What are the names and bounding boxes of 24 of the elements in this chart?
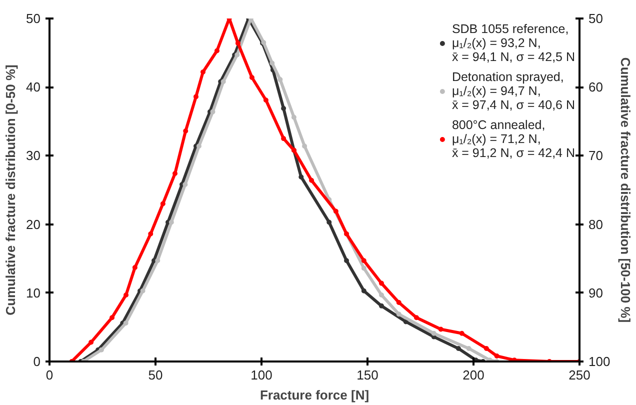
legend-label: Detonation sprayed, μ₁/₂(x) = 94,7 N, x̄ = 97,4 N, σ = 40,6 N xyxy=(452,70,575,112)
y2-tick-label: 80 xyxy=(588,216,603,232)
y2-tick-label: 100 xyxy=(588,354,610,369)
x-tick-label: 100 xyxy=(250,368,272,382)
y-tick-label: 10 xyxy=(26,285,41,300)
y-tick-label: 20 xyxy=(26,216,41,232)
y-tick-label: 50 xyxy=(26,11,41,26)
y2-tick-label: 50 xyxy=(588,11,603,26)
y2-tick-label: 60 xyxy=(588,80,603,95)
y2-tick-label: 90 xyxy=(588,285,603,300)
x-tick-label: 200 xyxy=(462,368,484,382)
y2-axis-title: Cumulative fracture distribution [50-100 %] xyxy=(618,57,634,323)
y2-tick-label: 70 xyxy=(588,148,603,164)
x-tick-label: 150 xyxy=(356,368,378,382)
x-tick-label: 250 xyxy=(568,368,590,382)
y-axis-title: Cumulative fracture distribution [0-50 %] xyxy=(3,64,18,316)
legend-label: SDB 1055 reference, μ₁/₂(x) = 93,2 N, x̄ = 94,1 N, σ = 42,5 N xyxy=(452,22,575,64)
x-tick-label: 0 xyxy=(46,368,54,382)
legend-label: 800°C annealed, μ₁/₂(x) = 71,2 N, x̄ = 91,2 N, σ = 42,4 N xyxy=(452,118,575,160)
y-tick-label: 30 xyxy=(26,148,41,164)
x-tick-label: 50 xyxy=(148,368,163,382)
y-tick-label: 40 xyxy=(26,80,41,95)
y-tick-label: 0 xyxy=(33,354,41,369)
x-axis-title: Fracture force [N] xyxy=(260,388,370,402)
